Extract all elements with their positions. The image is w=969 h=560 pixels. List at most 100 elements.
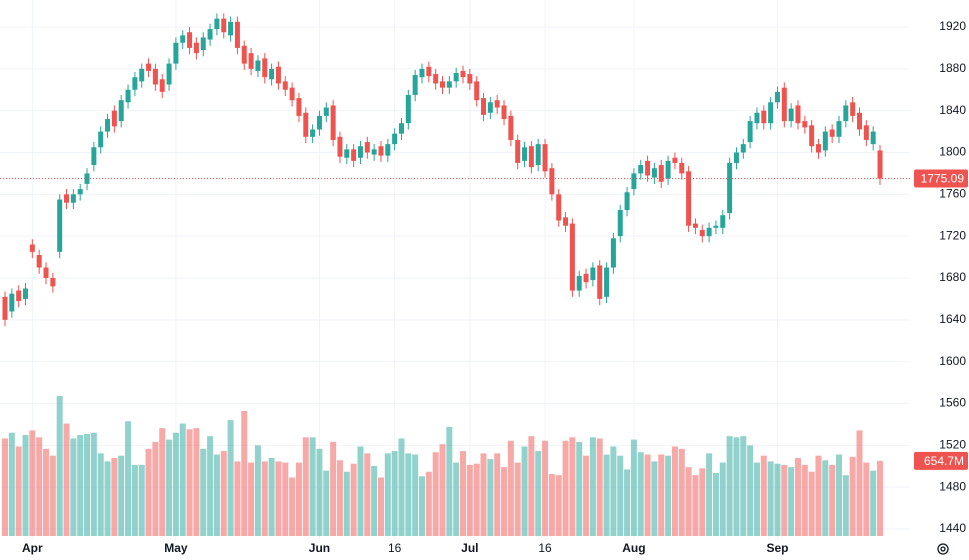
volume-bar [398,438,405,536]
volume-bar [842,475,849,536]
candle-body [228,21,234,36]
candle-body [385,144,391,156]
candle-body [460,70,466,78]
candle-body [727,162,733,214]
volume-bar [542,440,549,536]
candle-body [802,121,808,128]
candle-body [187,32,193,48]
candle-body [248,53,254,69]
y-tick-label: 1520 [939,438,966,452]
volume-bar [726,436,733,536]
candle-body [597,265,603,299]
volume-bar [555,475,562,536]
x-tick-label: Apr [22,541,43,555]
volume-bar [77,435,84,536]
candle-body [720,215,726,228]
volume-bar [665,455,672,536]
volume-bar [760,455,767,536]
candle-body [344,149,350,158]
volume-bar [589,437,596,536]
candle-body [870,131,876,145]
volume-bar [70,438,77,536]
candle-body [645,160,651,176]
y-tick-label: 1840 [939,103,966,117]
candle-body [262,58,268,78]
volume-bar [877,460,884,536]
gear-outer[interactable] [937,543,949,555]
candle-body [754,112,760,124]
candle-body [453,73,459,82]
candle-body [282,81,288,90]
settings-icon[interactable] [937,543,949,555]
candle-body [2,296,8,320]
volume-bar [425,471,432,536]
candle-body [761,110,767,124]
candle-body [624,192,630,211]
candle-body [522,147,528,161]
candle-body [310,129,316,137]
volume-bar [849,456,856,536]
candle-body [857,112,862,130]
volume-bar [268,457,275,536]
candle-body [843,105,849,122]
candle-body [234,21,240,48]
volume-bar [671,446,678,536]
candle-body [740,144,746,153]
candle-body [508,115,514,140]
volume-bar [234,461,241,536]
candle-body [200,37,206,51]
candle-body [822,131,828,151]
volume-bar [371,466,378,536]
candle-body [166,63,172,85]
volume-bar [63,423,70,536]
volume-bar [343,471,350,536]
volume-bar [781,464,788,536]
volume-bar [712,472,719,536]
x-tick-label: Sep [766,541,788,555]
volume-bar [548,474,555,536]
candle-body [474,81,480,101]
volume-bar [521,446,528,536]
volume-bar [84,433,91,536]
volume-bar [678,448,685,536]
candle-body [316,115,322,130]
candle-body [467,74,473,84]
candle-body [173,42,179,64]
candle-body [494,100,500,108]
volume-bar [15,446,22,536]
candle-body [139,68,145,82]
volume-bar [186,429,193,536]
x-tick-label: 16 [388,541,402,555]
volume-bar [166,439,173,536]
candle-body [364,142,370,153]
volume-bar [815,455,822,536]
volume-bar [740,436,747,536]
y-tick-label: 1640 [939,312,966,326]
volume-bar [835,454,842,536]
candle-body [207,29,213,40]
volume-bar [562,440,569,536]
volume-bar [200,448,207,536]
y-tick-label: 1600 [939,354,966,368]
volume-bar [576,441,583,536]
volume-bar [172,432,179,536]
candle-body [125,89,131,103]
volume-bar [275,461,282,536]
candle-body [863,125,869,140]
volume-bar [753,462,760,536]
volume-bar [822,460,829,536]
volume-bar [719,462,726,536]
last-price-badge [914,169,968,188]
candle-body [426,66,432,77]
candle-body [296,98,302,116]
candle-body [378,146,384,156]
volume-bar [460,451,467,536]
volume-bar [193,428,200,536]
volume-bar [138,464,145,536]
candle-body [371,149,377,155]
gear-inner[interactable] [940,546,946,552]
candle-body [528,146,534,168]
candle-body [337,136,343,157]
candle-body [679,162,685,174]
